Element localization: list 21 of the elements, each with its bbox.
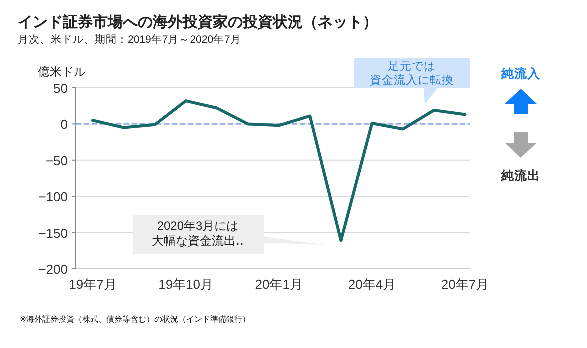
x-tick-label: 19年7月 [69,277,117,292]
text: 足元では [388,60,436,73]
y-tick-label: −100 [38,190,68,205]
chart-title: インド証券市場への海外投資家の投資状況（ネット） [18,13,378,31]
text: 資金流入に転換 [370,73,454,87]
text: 純流出 [500,168,540,183]
x-tick-label: 20年4月 [348,277,396,292]
x-tick-label: 19年10月 [158,277,214,292]
y-tick-label: −50 [46,153,68,168]
annotation: 大幅な資金流出‥ [152,234,244,248]
annotation: 2020年3月には [157,219,239,233]
text: ※海外証券投資（株式、債券等含む）の状況（インド準備銀行） [20,315,251,324]
y-tick-label: 0 [60,117,68,132]
text: 純流入 [500,66,542,81]
y-axis-title: 億米ドル [38,65,86,79]
chart-subtitle: 月次、米ドル、期間：2019年7月～2020年7月 [18,33,242,46]
y-tick-label: −200 [38,262,68,277]
x-tick-label: 20年7月 [441,277,490,292]
x-tick-label: 20年1月 [255,277,303,292]
y-tick-label: 50 [54,81,68,96]
y-tick-label: −150 [38,226,68,241]
